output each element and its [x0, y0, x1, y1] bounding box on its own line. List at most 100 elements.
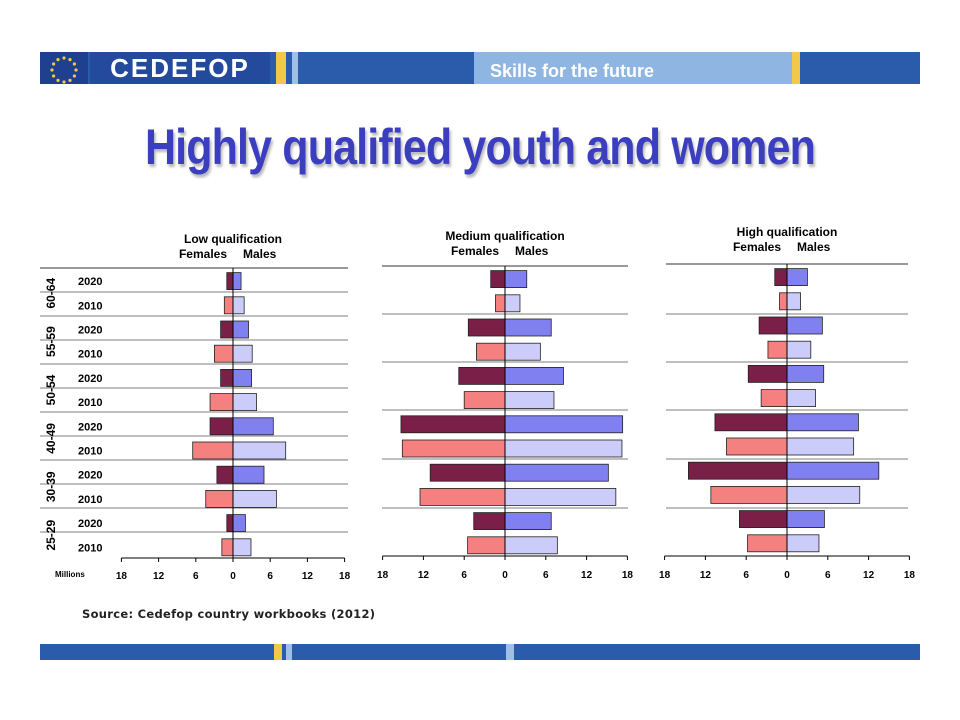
female-bar [209, 417, 234, 436]
male-bar [504, 439, 623, 458]
male-bar [504, 487, 617, 506]
age-group-label: 60-64 [44, 278, 58, 309]
female-bar [401, 439, 506, 458]
legend-males: Males [515, 244, 549, 258]
female-bar [213, 344, 234, 363]
male-bar [786, 268, 808, 287]
age-group-label: 25-29 [44, 520, 58, 551]
male-bar [232, 272, 242, 291]
female-bar [226, 272, 234, 291]
year-label: 2020 [78, 373, 102, 385]
year-label: 2010 [78, 349, 102, 361]
x-tick-label: 0 [230, 571, 236, 582]
chart-title: High qualification [737, 225, 838, 239]
year-label: 2020 [78, 470, 102, 482]
year-label: 2010 [78, 300, 102, 312]
female-bar [205, 489, 234, 508]
female-bar [739, 510, 788, 529]
header-bar: CEDEFOP Skills for the future [40, 52, 920, 84]
year-label: 2020 [78, 518, 102, 530]
female-bar [223, 296, 234, 315]
female-bar [419, 487, 506, 506]
male-bar [232, 538, 252, 557]
male-bar [504, 318, 552, 337]
female-bar [429, 463, 506, 482]
legend-males: Males [243, 247, 277, 261]
age-group-label: 55-59 [44, 326, 58, 357]
header-graphic: CEDEFOP Skills for the future [40, 52, 920, 84]
male-bar [786, 389, 816, 408]
female-bar [221, 538, 234, 557]
male-bar [504, 342, 541, 361]
female-bar [463, 391, 506, 410]
male-bar [786, 413, 859, 432]
tagline: Skills for the future [490, 61, 654, 81]
x-tick-label: 6 [543, 570, 549, 581]
legend-males: Males [797, 240, 831, 254]
x-tick-label: 12 [418, 570, 430, 581]
x-tick-label: 6 [267, 571, 273, 582]
female-bar [467, 318, 506, 337]
female-bar [767, 340, 788, 359]
x-tick-label: 18 [339, 571, 351, 582]
female-bar [220, 320, 234, 339]
male-bar [232, 320, 249, 339]
x-tick-label: 6 [743, 570, 749, 581]
x-tick-label: 12 [863, 570, 875, 581]
female-bar [473, 512, 506, 530]
female-bar [458, 366, 506, 385]
female-bar [490, 270, 506, 289]
male-bar [786, 364, 825, 383]
year-label: 2020 [78, 276, 102, 288]
male-bar [786, 316, 823, 335]
year-label: 2020 [78, 421, 102, 433]
year-label: 2020 [78, 325, 102, 337]
x-tick-label: 6 [825, 570, 831, 581]
male-bar [786, 461, 880, 480]
male-bar [786, 485, 861, 504]
x-tick-label: 12 [700, 570, 712, 581]
x-tick-label: 12 [153, 571, 165, 582]
female-bar [747, 534, 788, 553]
female-bar [774, 268, 788, 287]
female-bar [467, 536, 506, 555]
female-bar [495, 294, 506, 313]
footer-bar [40, 644, 920, 660]
male-bar [504, 415, 624, 434]
x-tick-label: 0 [502, 570, 508, 581]
male-bar [786, 534, 820, 553]
male-bar [232, 296, 245, 315]
source-note: Source: Cedefop country workbooks (2012) [82, 607, 376, 621]
male-bar [504, 463, 609, 482]
x-tick-label: 12 [581, 570, 593, 581]
male-bar [232, 417, 274, 436]
female-bar [192, 441, 234, 460]
male-bar [786, 437, 855, 456]
age-group-label: 50-54 [44, 374, 58, 405]
legend-females: Females [451, 244, 499, 258]
year-label: 2010 [78, 446, 102, 458]
age-group-label: 30-39 [44, 471, 58, 502]
male-bar [504, 391, 555, 410]
male-bar [504, 270, 528, 289]
female-bar [220, 368, 234, 387]
male-bar [504, 294, 521, 313]
female-bar [400, 415, 506, 434]
footer-graphic [40, 644, 920, 660]
female-bar [710, 485, 788, 504]
year-label: 2010 [78, 542, 102, 554]
chart-title: Low qualification [184, 232, 282, 246]
page-title: Highly qualified youth and women [144, 119, 816, 175]
year-label: 2010 [78, 494, 102, 506]
female-bar [476, 342, 506, 361]
x-tick-label: 18 [659, 570, 671, 581]
female-bar [688, 461, 788, 480]
male-bar [504, 536, 558, 555]
female-bar [726, 437, 788, 456]
chart-title: Medium qualification [445, 229, 564, 243]
male-bar [232, 441, 287, 460]
legend-females: Females [179, 247, 227, 261]
brand-logo-text: CEDEFOP [110, 53, 250, 83]
legend-females: Females [733, 240, 781, 254]
